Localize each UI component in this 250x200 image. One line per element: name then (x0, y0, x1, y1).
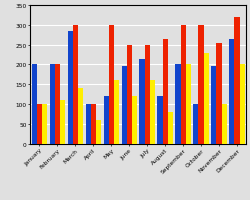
Bar (113, 81, 118, 144)
Bar (103, 97, 108, 144)
Bar (228, 40, 234, 144)
Bar (49, 65, 54, 144)
Bar (42, 105, 46, 144)
Bar (221, 105, 226, 144)
Bar (126, 45, 131, 144)
Bar (95, 120, 100, 144)
Bar (185, 65, 190, 144)
Bar (210, 67, 216, 144)
Bar (167, 112, 172, 144)
Bar (36, 105, 42, 144)
Bar (54, 65, 60, 144)
Bar (121, 67, 126, 144)
Bar (238, 65, 244, 144)
Bar (108, 26, 113, 144)
Bar (67, 32, 72, 144)
Bar (175, 65, 180, 144)
Bar (72, 26, 77, 144)
Bar (193, 105, 198, 144)
Bar (157, 97, 162, 144)
Bar (149, 81, 154, 144)
Bar (77, 89, 82, 144)
Bar (131, 97, 136, 144)
Bar (144, 45, 149, 144)
Bar (180, 26, 185, 144)
Bar (85, 105, 90, 144)
Bar (32, 65, 36, 144)
Bar (60, 101, 64, 144)
Bar (198, 26, 203, 144)
Bar (203, 53, 208, 144)
Bar (216, 43, 221, 144)
Bar (234, 18, 238, 144)
Bar (139, 59, 144, 144)
Bar (90, 105, 95, 144)
Bar (162, 40, 167, 144)
